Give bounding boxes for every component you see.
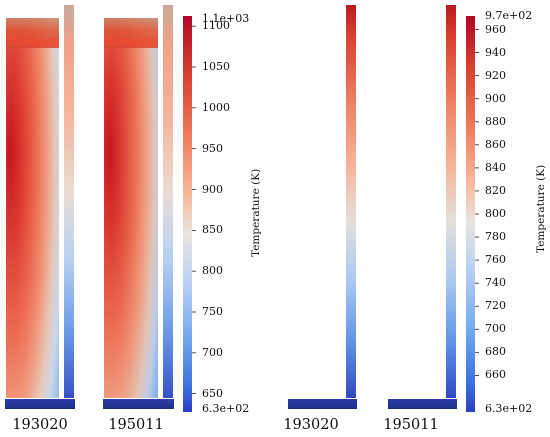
panel-2-main-block [104, 18, 158, 398]
panel-3-riser [346, 5, 356, 398]
colorbar-right-tick-label: 760 [485, 253, 506, 267]
panel-1-base-plate [5, 399, 75, 409]
colorbar-left-tick-label: 1100 [202, 19, 230, 33]
colorbar-left-tick-label: 750 [202, 305, 223, 318]
panel-1-riser [64, 5, 74, 398]
colorbar-right-tick-label: 900 [485, 91, 506, 105]
colorbar-right-tick-label: 860 [485, 137, 506, 151]
colorbar-left-max-label: 1.1e+03 [202, 12, 250, 25]
panel-1-main-block [6, 18, 59, 398]
colorbar-right-bar [466, 16, 475, 412]
panel-1-label: 193020 [12, 417, 68, 433]
panel-4-geometry [388, 5, 457, 409]
panel-3-base-plate [288, 399, 357, 409]
colorbar-right-tick-label: 660 [485, 368, 506, 382]
colorbar-right-tick-label: 820 [485, 183, 506, 197]
panel-2-riser [163, 5, 173, 398]
colorbar-right-min-label: 6.3e+02 [485, 402, 533, 415]
colorbar-left-tick-label: 850 [202, 223, 223, 237]
colorbar-left-tick-label: 800 [202, 264, 223, 278]
colorbar-left-tick-label: 700 [202, 345, 223, 359]
panel-1-geometry [5, 5, 75, 409]
colorbar-right-tick-label: 960 [485, 22, 506, 36]
panel-2-base-plate [103, 399, 174, 409]
colorbar-left-tick-label: 650 [202, 386, 223, 400]
colorbar-right-tick-label: 680 [485, 345, 506, 359]
colorbar-right-tick-label: 880 [485, 114, 506, 128]
colorbar-right-tick-label: 740 [485, 276, 506, 290]
colorbar-left-tick-label: 900 [202, 182, 223, 196]
colorbar-right-tick-label: 800 [485, 207, 506, 220]
colorbar-left-tick-label: 1050 [202, 60, 230, 73]
panel-4-base-plate [388, 399, 457, 409]
colorbar-right-tick-label: 920 [485, 68, 506, 82]
colorbar-left-tick-label: 950 [202, 141, 223, 155]
panel-4-label: 195011 [383, 417, 439, 433]
panel-2-geometry [103, 5, 174, 409]
panel-4-riser [446, 5, 456, 398]
panel-3-label: 193020 [283, 417, 339, 433]
colorbar-right-ticks [475, 29, 479, 376]
colorbar-right-tick-label: 780 [485, 230, 506, 244]
colorbar-left-min-label: 6.3e+02 [202, 402, 250, 415]
colorbar-right-title: Temperature (K) [535, 164, 547, 253]
colorbar-right-tick-label: 720 [485, 299, 506, 313]
colorbar-right-tick-label: 940 [485, 45, 506, 59]
colorbar-right-tick-label: 840 [485, 160, 506, 174]
colorbar-right-max-label: 9.7e+02 [485, 9, 533, 22]
colorbar-right-tick-label: 700 [485, 322, 506, 336]
colorbar-left-tick-label: 1000 [202, 100, 230, 114]
panel-3-geometry [288, 5, 357, 409]
colorbar-left-ticks [192, 25, 196, 395]
colorbar-left-bar [183, 16, 192, 412]
colorbar-left-title: Temperature (K) [250, 168, 262, 257]
panel-2-label: 195011 [108, 417, 164, 433]
